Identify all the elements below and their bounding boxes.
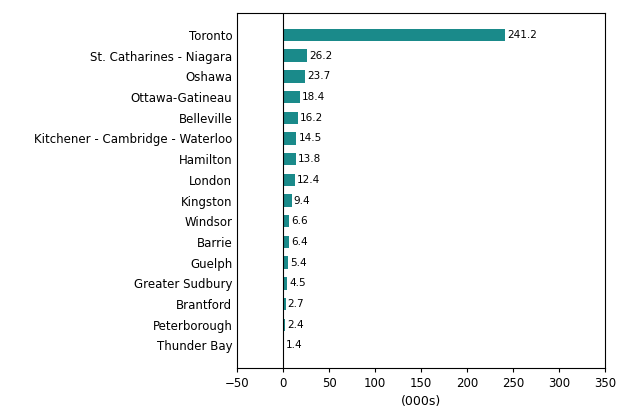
Bar — [283, 112, 298, 124]
Bar — [283, 132, 296, 145]
Bar — [283, 339, 285, 352]
Bar — [283, 29, 505, 41]
Bar — [283, 298, 286, 310]
Text: 26.2: 26.2 — [309, 51, 333, 61]
Text: 6.6: 6.6 — [291, 216, 308, 226]
Bar — [283, 236, 289, 248]
Text: 13.8: 13.8 — [298, 154, 321, 164]
Text: 2.7: 2.7 — [288, 299, 304, 309]
Bar — [283, 215, 289, 227]
Text: 4.5: 4.5 — [289, 278, 306, 288]
Text: 14.5: 14.5 — [298, 133, 321, 143]
Bar — [283, 277, 287, 290]
Text: 18.4: 18.4 — [302, 92, 325, 102]
Text: 241.2: 241.2 — [507, 30, 537, 40]
Bar — [283, 257, 288, 269]
Bar — [283, 70, 305, 82]
Bar — [283, 194, 292, 207]
Bar — [283, 173, 295, 186]
Text: 9.4: 9.4 — [294, 196, 310, 206]
Text: 2.4: 2.4 — [287, 320, 304, 330]
Text: 16.2: 16.2 — [300, 113, 323, 123]
X-axis label: (000s): (000s) — [401, 395, 441, 408]
Text: 23.7: 23.7 — [307, 71, 330, 82]
Bar — [283, 319, 285, 331]
Bar — [283, 91, 300, 103]
Bar — [283, 49, 307, 62]
Text: 1.4: 1.4 — [286, 341, 303, 350]
Bar — [283, 153, 296, 166]
Text: 6.4: 6.4 — [291, 237, 308, 247]
Text: 12.4: 12.4 — [296, 175, 319, 185]
Text: 5.4: 5.4 — [290, 257, 306, 268]
